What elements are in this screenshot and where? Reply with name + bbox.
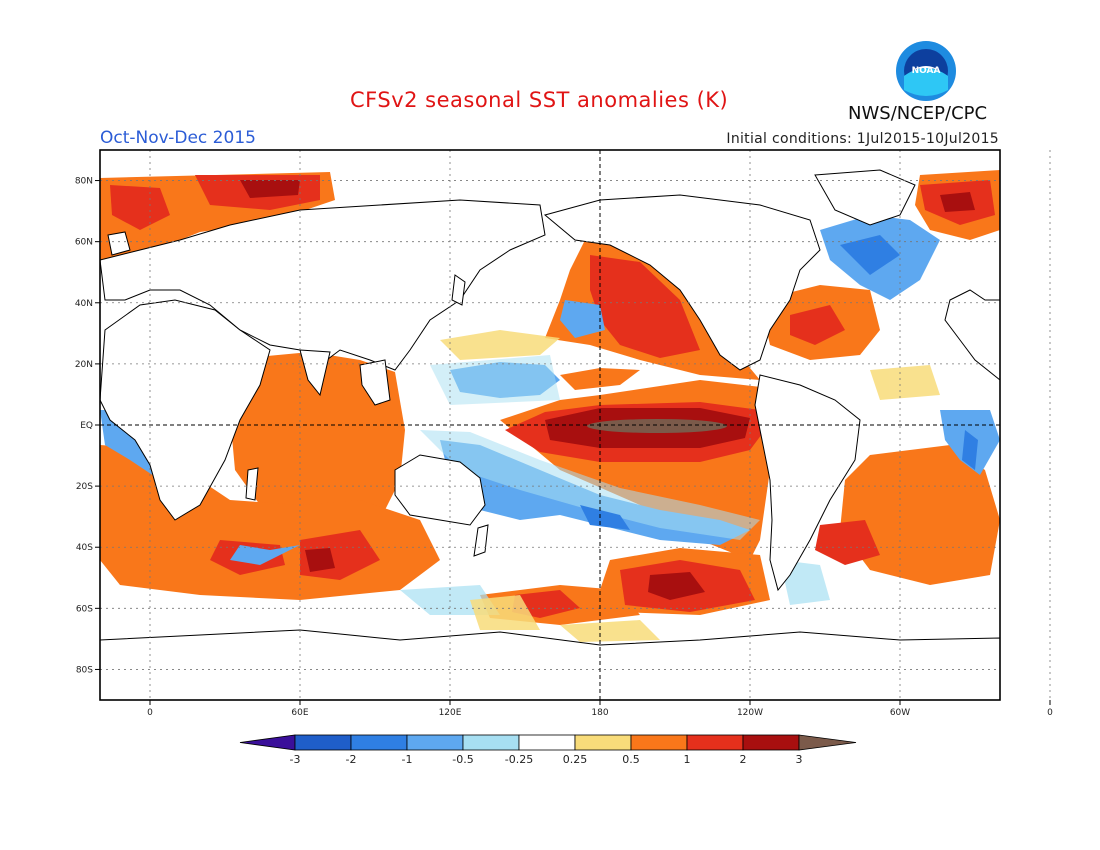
colorbar-segment — [350, 734, 408, 751]
x-tick-label: 120W — [737, 708, 763, 718]
y-tick-label: EQ — [80, 421, 93, 431]
colorbar-label: 1 — [684, 753, 691, 766]
y-tick-label: 60S — [76, 604, 93, 614]
colorbar-segment — [406, 734, 464, 751]
y-tick-label: 20S — [76, 482, 93, 492]
colorbar: -3 -2 -1 -0.5 -0.25 0.25 0.5 1 2 3 — [239, 734, 857, 766]
y-tick-label: 40S — [76, 543, 93, 553]
colorbar-label: 3 — [796, 753, 803, 766]
y-tick-label: 80N — [75, 177, 93, 187]
colorbar-label: -0.25 — [505, 753, 533, 766]
x-tick-label: 0 — [147, 708, 153, 718]
agency-label: NWS/NCEP/CPC — [848, 103, 988, 124]
colorbar-min-arrow — [239, 734, 296, 751]
y-tick-label: 80S — [76, 665, 93, 675]
initial-conditions: Initial conditions: 1Jul2015-10Jul2015 — [726, 131, 999, 147]
colorbar-max-arrow — [798, 734, 857, 751]
colorbar-label: -2 — [346, 753, 357, 766]
colorbar-label: -1 — [402, 753, 413, 766]
colorbar-segment — [630, 734, 688, 751]
y-tick-label: 40N — [75, 299, 93, 309]
colorbar-label: 0.5 — [622, 753, 640, 766]
graticule — [100, 150, 1051, 700]
x-tick-label: 180 — [591, 708, 608, 718]
x-tick-label: 60W — [890, 708, 910, 718]
logo-text: NOAA — [912, 66, 941, 76]
y-tick-label: 60N — [75, 238, 93, 248]
map-frame — [99, 149, 1001, 701]
colorbar-label: 2 — [740, 753, 747, 766]
x-tick-label: 0 — [1047, 708, 1053, 718]
noaa-logo-icon: NOAA — [896, 41, 956, 101]
x-tick-label: 60E — [291, 708, 308, 718]
colorbar-segment — [294, 734, 352, 751]
map-axes: 80N 60N 40N 20N EQ 20S 40S 60S 80S 0 60E 120E 180 120… — [75, 177, 1053, 718]
continents — [100, 169, 1000, 700]
colorbar-label: -0.5 — [452, 753, 473, 766]
y-tick-label: 20N — [75, 360, 93, 370]
forecast-period: Oct-Nov-Dec 2015 — [100, 128, 256, 148]
colorbar-segment — [518, 734, 576, 751]
colorbar-segment — [462, 734, 520, 751]
colorbar-label: -3 — [290, 753, 301, 766]
colorbar-label: 0.25 — [563, 753, 588, 766]
colorbar-segment — [574, 734, 632, 751]
colorbar-segment — [686, 734, 744, 751]
colorbar-segment — [742, 734, 800, 751]
chart-title: CFSv2 seasonal SST anomalies (K) — [350, 88, 729, 112]
x-tick-label: 120E — [439, 708, 462, 718]
